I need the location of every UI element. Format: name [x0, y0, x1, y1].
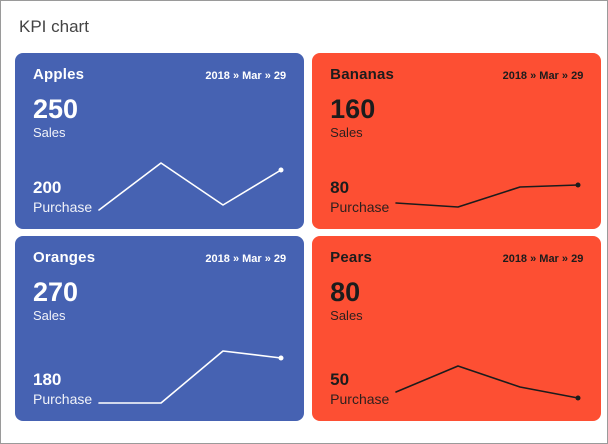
- sales-value: 250: [33, 94, 79, 124]
- card-title: Bananas: [330, 66, 395, 83]
- card-header: Pears 2018 » Mar » 29: [330, 249, 583, 266]
- purchase-label: Purchase: [33, 199, 93, 215]
- trend-sparkline: [98, 162, 284, 211]
- purchase-label: Purchase: [330, 199, 390, 215]
- card-date-breadcrumb: 2018 » Mar » 29: [205, 253, 287, 265]
- purchase-value: 50: [330, 370, 350, 390]
- trend-sparkline: [395, 182, 581, 208]
- card-title: Pears: [330, 249, 373, 266]
- purchase-label: Purchase: [33, 391, 93, 407]
- card-date-breadcrumb: 2018 » Mar » 29: [502, 70, 584, 82]
- card-title: Apples: [33, 66, 85, 83]
- purchase-row: 180 Purchase: [33, 345, 286, 407]
- purchase-block: 50 Purchase: [330, 371, 389, 407]
- trend-sparkline: [98, 350, 284, 404]
- card-date-breadcrumb: 2018 » Mar » 29: [502, 253, 584, 265]
- purchase-row: 50 Purchase: [330, 345, 583, 407]
- sales-value: 80: [330, 277, 361, 307]
- sparkline-path: [98, 350, 282, 404]
- sparkline-end-dot: [575, 395, 581, 401]
- purchase-block: 180 Purchase: [33, 371, 92, 407]
- card-header: Oranges 2018 » Mar » 29: [33, 249, 286, 266]
- sparkline-end-dot: [278, 167, 284, 173]
- sparkline-end-dot: [575, 182, 581, 188]
- purchase-row: 200 Purchase: [33, 153, 286, 215]
- sparkline-end-dot: [278, 355, 284, 361]
- sparkline-path: [395, 184, 580, 208]
- kpi-card-bananas[interactable]: Bananas 2018 » Mar » 29 160 Sales 80 Pur…: [312, 53, 602, 229]
- purchase-block: 200 Purchase: [33, 179, 92, 215]
- purchase-value: 80: [330, 178, 350, 198]
- page-title: KPI chart: [19, 17, 89, 36]
- sparkline-path: [98, 162, 282, 211]
- card-title: Oranges: [33, 249, 96, 266]
- sparkline-path: [395, 365, 580, 399]
- card-header: Apples 2018 » Mar » 29: [33, 66, 286, 83]
- purchase-value: 200: [33, 178, 62, 198]
- card-header: Bananas 2018 » Mar » 29: [330, 66, 583, 83]
- purchase-row: 80 Purchase: [330, 153, 583, 215]
- purchase-block: 80 Purchase: [330, 179, 389, 215]
- kpi-card-pears[interactable]: Pears 2018 » Mar » 29 80 Sales 50 Purcha…: [312, 236, 602, 421]
- sales-label: Sales: [33, 308, 66, 324]
- purchase-value: 180: [33, 370, 62, 390]
- kpi-card-apples[interactable]: Apples 2018 » Mar » 29 250 Sales 200 Pur…: [15, 53, 305, 229]
- sales-value: 160: [330, 94, 376, 124]
- trend-sparkline: [395, 365, 581, 401]
- kpi-grid: Apples 2018 » Mar » 29 250 Sales 200 Pur…: [15, 53, 602, 421]
- sales-label: Sales: [330, 308, 363, 324]
- kpi-card-oranges[interactable]: Oranges 2018 » Mar » 29 270 Sales 180 Pu…: [15, 236, 305, 421]
- purchase-label: Purchase: [330, 391, 390, 407]
- sales-value: 270: [33, 277, 79, 307]
- sales-label: Sales: [33, 125, 66, 141]
- sales-label: Sales: [330, 125, 363, 141]
- card-date-breadcrumb: 2018 » Mar » 29: [205, 70, 287, 82]
